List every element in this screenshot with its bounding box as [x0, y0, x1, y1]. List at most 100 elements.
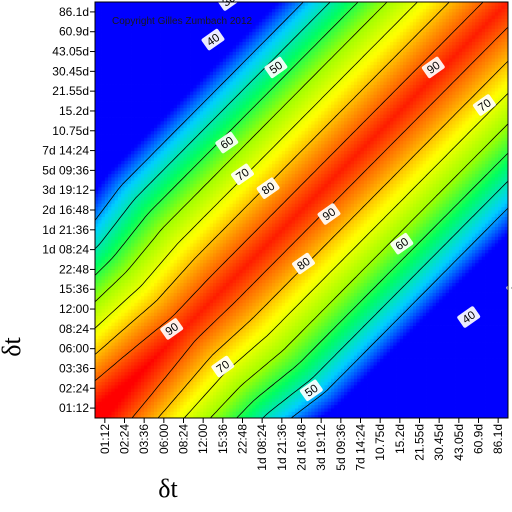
heatmap-cell	[186, 266, 191, 270]
heatmap-cell	[216, 266, 220, 270]
heatmap-cell	[176, 338, 181, 343]
heatmap-cell	[150, 309, 155, 313]
heatmap-cell	[157, 398, 161, 402]
heatmap-cell	[186, 246, 191, 251]
heatmap-cell	[180, 401, 184, 406]
heatmap-cell	[114, 342, 119, 346]
heatmap-cell	[121, 134, 125, 138]
heatmap-cell	[216, 351, 220, 356]
heatmap-cell	[111, 216, 116, 221]
heatmap-cell	[157, 64, 161, 69]
heatmap-cell	[114, 348, 119, 353]
heatmap-cell	[196, 295, 201, 300]
heatmap-cell	[150, 269, 155, 274]
heatmap-cell	[121, 11, 125, 16]
heatmap-cell	[121, 81, 125, 85]
heatmap-cell	[127, 219, 132, 224]
heatmap-cell	[124, 11, 129, 16]
heatmap-cell	[190, 15, 194, 19]
heatmap-cell	[199, 28, 204, 33]
heatmap-cell	[114, 77, 119, 82]
heatmap-cell	[222, 414, 227, 419]
heatmap-cell	[147, 35, 152, 39]
heatmap-cell	[150, 21, 155, 26]
heatmap-cell	[131, 388, 135, 392]
heatmap-cell	[216, 285, 220, 290]
heatmap-cell	[160, 163, 165, 168]
heatmap-cell	[114, 368, 119, 373]
heatmap-cell	[157, 252, 161, 257]
heatmap-cell	[117, 226, 122, 231]
heatmap-cell	[154, 104, 158, 109]
heatmap-cell	[183, 11, 188, 16]
heatmap-cell	[134, 206, 139, 211]
heatmap-cell	[209, 384, 214, 389]
heatmap-cell	[173, 147, 178, 151]
heatmap-cell	[183, 210, 188, 214]
heatmap-cell	[144, 299, 148, 303]
heatmap-cell	[190, 289, 194, 293]
heatmap-cell	[101, 153, 106, 158]
heatmap-cell	[124, 206, 129, 211]
heatmap-cell	[183, 299, 188, 303]
heatmap-cell	[121, 176, 125, 181]
heatmap-cell	[176, 233, 181, 237]
heatmap-cell	[134, 137, 139, 142]
heatmap-cell	[173, 94, 178, 99]
heatmap-cell	[131, 28, 135, 33]
heatmap-cell	[206, 216, 211, 221]
heatmap-cell	[150, 322, 155, 326]
heatmap-cell	[199, 15, 204, 19]
heatmap-cell	[140, 11, 145, 16]
heatmap-cell	[144, 25, 148, 29]
heatmap-cell	[117, 345, 122, 350]
heatmap-cell	[104, 104, 109, 109]
heatmap-cell	[183, 388, 188, 392]
heatmap-cell	[134, 186, 139, 191]
heatmap-cell	[199, 219, 204, 224]
heatmap-cell	[186, 249, 191, 254]
heatmap-cell	[167, 61, 171, 66]
heatmap-cell	[213, 325, 217, 330]
heatmap-cell	[183, 147, 188, 151]
heatmap-cell	[104, 11, 109, 16]
heatmap-cell	[147, 213, 152, 217]
heatmap-cell	[134, 140, 139, 145]
heatmap-cell	[140, 345, 145, 350]
heatmap-cell	[150, 153, 155, 158]
heatmap-cell	[137, 292, 142, 297]
heatmap-cell	[114, 203, 119, 208]
heatmap-cell	[176, 381, 181, 386]
heatmap-cell	[124, 143, 129, 148]
heatmap-cell	[154, 176, 158, 181]
heatmap-cell	[137, 378, 142, 383]
heatmap-cell	[163, 173, 168, 178]
heatmap-cell	[144, 196, 148, 201]
heatmap-cell	[186, 150, 191, 155]
heatmap-cell	[160, 2, 165, 6]
heatmap-cell	[95, 259, 99, 264]
heatmap-cell	[190, 236, 194, 241]
heatmap-cell	[98, 61, 102, 66]
heatmap-cell	[144, 140, 148, 145]
heatmap-cell	[203, 167, 207, 171]
heatmap-cell	[163, 160, 168, 165]
heatmap-cell	[203, 94, 207, 99]
heatmap-cell	[157, 279, 161, 284]
heatmap-cell	[157, 328, 161, 333]
heatmap-cell	[134, 173, 139, 178]
heatmap-cell	[108, 176, 112, 181]
heatmap-cell	[154, 252, 158, 257]
heatmap-cell	[121, 249, 125, 254]
heatmap-cell	[134, 394, 139, 399]
heatmap-cell	[131, 256, 135, 260]
heatmap-cell	[144, 388, 148, 392]
heatmap-cell	[147, 276, 152, 280]
heatmap-cell	[117, 176, 122, 181]
heatmap-cell	[180, 358, 184, 363]
heatmap-cell	[186, 94, 191, 99]
heatmap-cell	[150, 368, 155, 373]
heatmap-cell	[219, 206, 224, 211]
heatmap-cell	[186, 292, 191, 297]
heatmap-cell	[144, 206, 148, 211]
